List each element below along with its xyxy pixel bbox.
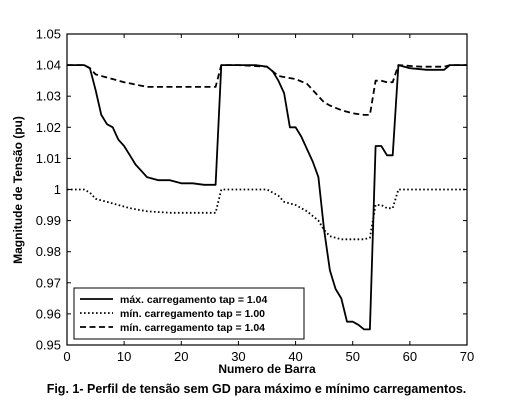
series-line-max-tap-104 [67,64,467,331]
series-layer [67,64,467,331]
x-tick-label: 20 [174,349,188,364]
y-axis-label: Magnitude de Tensão (pu) [11,116,25,264]
x-tick-label: 60 [403,349,417,364]
x-tick-label: 50 [345,349,359,364]
y-tick-label: 1.02 [36,120,61,135]
x-tick-labels: 0 10 20 30 40 50 60 70 [63,349,474,364]
legend: máx. carregamento tap = 1.04 mín. carreg… [73,287,305,340]
y-tick-label: 0.96 [36,306,61,321]
x-tick-label: 70 [460,349,474,364]
y-tick-labels: 0.95 0.96 0.97 0.98 0.99 1 1.01 1.02 1.03 1.04 1.0… [36,27,61,353]
y-tick-label: 1.04 [36,58,61,73]
x-axis-label: Numero de Barra [218,362,316,376]
legend-label-min-tap-104: mín. carregamento tap = 1.04 [120,322,265,334]
figure-caption: Fig. 1- Perfil de tensão sem GD para máx… [46,382,467,396]
legend-label-max-tap-104: máx. carregamento tap = 1.04 [120,294,268,306]
legend-label-min-tap-100: mín. carregamento tap = 1.00 [120,308,265,320]
x-tick-label: 40 [288,349,302,364]
y-tick-label: 0.98 [36,244,61,259]
y-tick-label: 1 [54,182,61,197]
y-tick-label: 1.01 [36,151,61,166]
x-tick-label: 0 [63,349,70,364]
y-tick-label: 0.99 [36,213,61,228]
series-line-min-tap-100 [67,188,467,241]
y-tick-label: 1.03 [36,89,61,104]
y-tick-label: 1.05 [36,27,61,42]
y-tick-label: 0.97 [36,275,61,290]
x-tick-label: 10 [117,349,131,364]
x-tick-label: 30 [231,349,245,364]
y-tick-label: 0.95 [36,338,61,353]
series-line-min-tap-104 [67,64,467,116]
